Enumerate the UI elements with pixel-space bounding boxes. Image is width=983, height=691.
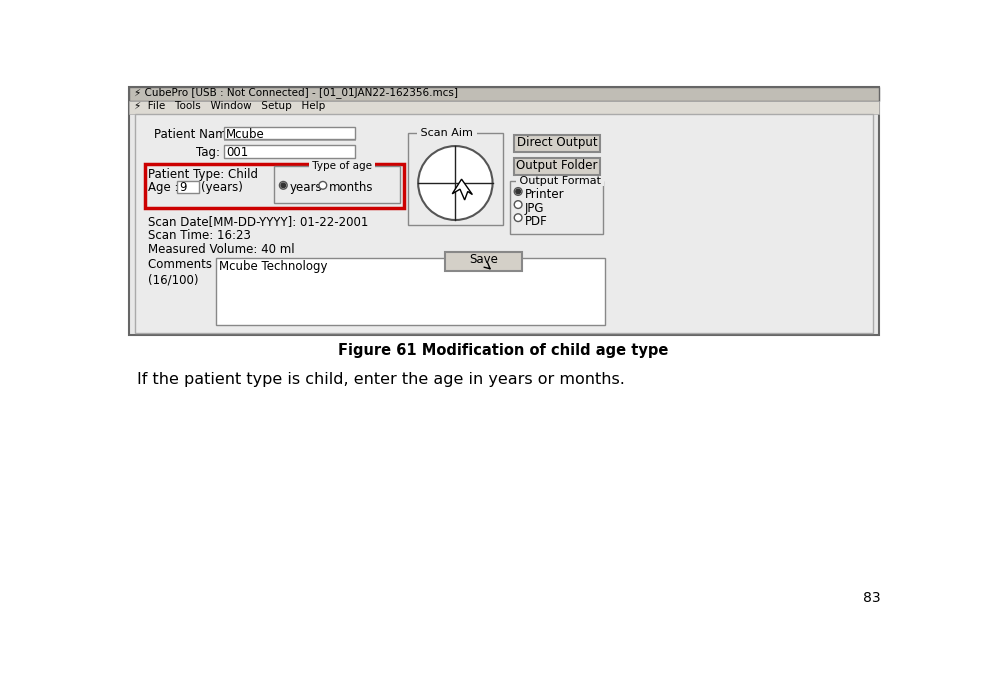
Circle shape <box>418 146 492 220</box>
Text: Age :: Age : <box>148 182 179 194</box>
Text: Measured Volume: 40 ml: Measured Volume: 40 ml <box>148 243 295 256</box>
Text: 9: 9 <box>180 182 187 194</box>
Text: Direct Output: Direct Output <box>516 136 598 149</box>
Text: Patient Name:: Patient Name: <box>154 128 238 140</box>
Bar <box>135 114 873 333</box>
Text: Type of age: Type of age <box>309 161 376 171</box>
Text: (years): (years) <box>202 182 243 194</box>
Bar <box>510 182 604 234</box>
Text: 83: 83 <box>863 591 881 605</box>
Text: (16/100): (16/100) <box>148 274 199 287</box>
Bar <box>129 101 879 114</box>
Bar <box>129 87 879 101</box>
Text: If the patient type is child, enter the age in years or months.: If the patient type is child, enter the … <box>137 372 625 387</box>
Text: Scan Time: 16:23: Scan Time: 16:23 <box>148 229 252 243</box>
Bar <box>145 164 404 209</box>
Circle shape <box>514 214 522 222</box>
Text: Mcube Technology: Mcube Technology <box>219 260 327 273</box>
Polygon shape <box>452 179 473 200</box>
Circle shape <box>279 182 287 189</box>
Bar <box>223 145 356 158</box>
Bar <box>177 181 199 193</box>
Text: months: months <box>329 181 374 193</box>
Circle shape <box>514 188 522 196</box>
Text: Scan Date[MM-DD-YYYY]: 01-22-2001: Scan Date[MM-DD-YYYY]: 01-22-2001 <box>148 216 369 228</box>
Text: JPG: JPG <box>525 202 545 214</box>
Circle shape <box>514 200 522 209</box>
Text: Tag:: Tag: <box>197 146 220 159</box>
Text: Scan Aim: Scan Aim <box>418 128 477 138</box>
Text: Patient Type: Child: Patient Type: Child <box>148 168 259 180</box>
Bar <box>223 127 356 139</box>
Text: PDF: PDF <box>525 215 548 227</box>
Text: Printer: Printer <box>525 189 564 201</box>
Bar <box>408 133 503 225</box>
Bar <box>444 252 522 271</box>
Text: Figure 61 Modification of child age type: Figure 61 Modification of child age type <box>338 343 668 358</box>
Text: Comments :: Comments : <box>148 258 220 272</box>
Text: years: years <box>290 181 322 193</box>
Bar <box>514 158 600 176</box>
Bar <box>129 87 879 335</box>
Bar <box>274 166 399 203</box>
Text: Output Folder: Output Folder <box>516 159 598 172</box>
Bar <box>216 258 605 325</box>
Text: 001: 001 <box>226 146 248 159</box>
Text: ⚡  File   Tools   Window   Setup   Help: ⚡ File Tools Window Setup Help <box>134 102 325 111</box>
Bar <box>514 135 600 152</box>
Circle shape <box>318 182 326 189</box>
Text: Output Format: Output Format <box>516 176 605 187</box>
Text: Mcube: Mcube <box>226 128 264 140</box>
Circle shape <box>516 189 520 193</box>
Circle shape <box>281 183 286 188</box>
Text: Save: Save <box>469 253 497 266</box>
Text: ⚡ CubePro [USB : Not Connected] - [01_01JAN22-162356.mcs]: ⚡ CubePro [USB : Not Connected] - [01_01… <box>134 88 458 98</box>
